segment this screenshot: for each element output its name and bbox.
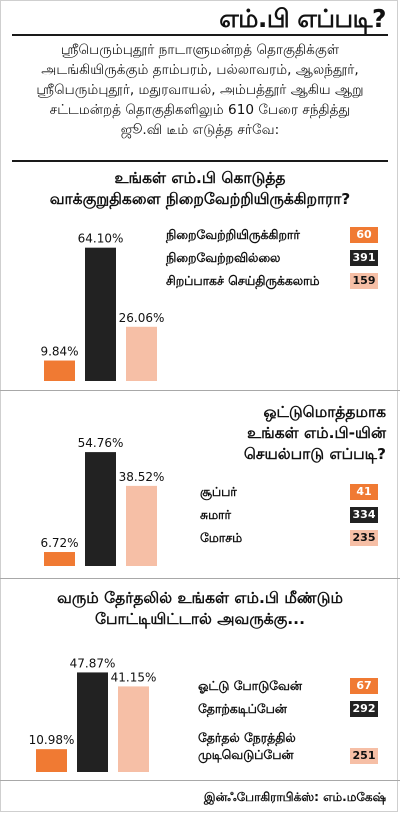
question-1-title: உங்கள் எம்.பி கொடுத்த வாக்குறுதிகளை நிறை… bbox=[10, 168, 390, 210]
intro-text: ஸ்ரீபெரும்புதூர் நாடாளுமன்றத் தொகுதிக்கு… bbox=[0, 40, 400, 140]
section-divider bbox=[0, 390, 400, 391]
section-divider bbox=[0, 578, 400, 579]
legend-row: தேர்தல் நேரத்தில் முடிவெடுப்பேன் 251 bbox=[198, 730, 378, 764]
credit-text: இன்ஃபோகிராபிக்ஸ்: எம்.மகேஷ் bbox=[203, 790, 386, 804]
intro-line: ஸ்ரீபெரும்புதூர் நாடாளுமன்றத் தொகுதிக்கு… bbox=[60, 42, 340, 58]
legend-label-line: சுமார் bbox=[200, 507, 232, 522]
question-3-line: வரும் தேர்தலில் உங்கள் எம்.பி மீண்டும் bbox=[57, 589, 343, 607]
legend-row: சிறப்பாகச் செய்திருக்கலாம் 159 bbox=[166, 273, 378, 293]
legend-label: ஓட்டு போடுவேன் bbox=[198, 678, 302, 695]
chart-2-value-label-2: 54.76% bbox=[78, 436, 124, 450]
chart-1-bar-3 bbox=[126, 326, 157, 381]
chart-3-bar-3 bbox=[118, 686, 149, 772]
legend-count-badge: 235 bbox=[350, 530, 378, 546]
chart-1-bar-2 bbox=[85, 247, 116, 381]
legend-label-line: சிறப்பாகச் செய்திருக்கலாம் bbox=[166, 273, 320, 288]
legend-row: மோசம் 235 bbox=[200, 530, 378, 550]
question-1-line: வாக்குறுதிகளை நிறைவேற்றியிருக்கிறாரா? bbox=[49, 190, 351, 208]
legend-label: மோசம் bbox=[200, 530, 242, 547]
chart-3-legend: ஓட்டு போடுவேன் 67 தோற்கடிப்பேன் 292 தேர்தல் … bbox=[198, 678, 378, 768]
legend-count-badge: 67 bbox=[350, 678, 378, 694]
legend-label-line: நிறைவேற்றியிருக்கிறார் bbox=[166, 227, 300, 242]
legend-count-badge: 391 bbox=[350, 250, 378, 266]
legend-label-line: தோற்கடிப்பேன் bbox=[198, 701, 287, 716]
chart-1-bar-1 bbox=[44, 360, 75, 381]
chart-1-value-label-2: 64.10% bbox=[78, 232, 124, 246]
question-2-line: உங்கள் எம்.பி-யின் bbox=[247, 424, 386, 442]
legend-row: நிறைவேற்றவில்லை 391 bbox=[166, 250, 378, 270]
intro-line: சட்டமன்றத் தொகுதிகளிலும் 610 பேரை சந்தித… bbox=[49, 102, 351, 118]
legend-row: ஓட்டு போடுவேன் 67 bbox=[198, 678, 378, 698]
intro-line: ஜூ.வி டீம் எடுத்த சர்வே: bbox=[120, 122, 280, 138]
legend-row: சூப்பர் 41 bbox=[200, 484, 378, 504]
intro-line: ஸ்ரீபெரும்புதூர், மதுரவாயல், அம்பத்தூர் … bbox=[36, 82, 364, 98]
legend-label-line: முடிவெடுப்பேன் bbox=[198, 747, 294, 762]
chart-1-value-label-1: 9.84% bbox=[40, 345, 78, 359]
question-3-line: போட்டியிட்டால் அவருக்கு... bbox=[95, 610, 305, 628]
legend-count-badge: 60 bbox=[350, 227, 378, 243]
legend-label: தேர்தல் நேரத்தில் முடிவெடுப்பேன் bbox=[198, 730, 296, 764]
chart-3-value-label-1: 10.98% bbox=[29, 733, 75, 747]
legend-row: சுமார் 334 bbox=[200, 507, 378, 527]
legend-count-badge: 334 bbox=[350, 507, 378, 523]
legend-label: சிறப்பாகச் செய்திருக்கலாம் bbox=[166, 273, 320, 290]
legend-label-line: நிறைவேற்றவில்லை bbox=[166, 250, 281, 265]
legend-count-badge: 292 bbox=[350, 701, 378, 717]
legend-label-line: சூப்பர் bbox=[200, 484, 237, 499]
legend-row: தோற்கடிப்பேன் 292 bbox=[198, 701, 378, 721]
chart-1-legend: நிறைவேற்றியிருக்கிறார் 60 நிறைவேற்றவில்லை 3… bbox=[166, 227, 378, 297]
chart-2-bar-2 bbox=[85, 452, 116, 566]
chart-2-value-label-3: 38.52% bbox=[119, 470, 165, 484]
chart-2-bar-1 bbox=[44, 552, 75, 566]
page-title: எம்.பி எப்படி? bbox=[219, 4, 386, 33]
question-2-line: ஒட்டுமொத்தமாக bbox=[263, 403, 386, 421]
chart-2-legend: சூப்பர் 41 சுமார் 334 மோசம் 235 bbox=[200, 484, 378, 554]
chart-3-value-label-3: 41.15% bbox=[111, 670, 157, 684]
section-rule bbox=[12, 160, 388, 162]
legend-label-line: மோசம் bbox=[200, 530, 243, 545]
legend-label: நிறைவேற்றவில்லை bbox=[166, 250, 280, 267]
legend-count-badge: 251 bbox=[350, 748, 378, 764]
intro-line: அடங்கியிருக்கும் தாம்பரம், பல்லாவரம், ஆல… bbox=[41, 62, 359, 78]
legend-row: நிறைவேற்றியிருக்கிறார் 60 bbox=[166, 227, 378, 247]
legend-count-badge: 41 bbox=[350, 484, 378, 500]
legend-count-badge: 159 bbox=[350, 273, 378, 289]
chart-3-bar-1 bbox=[36, 749, 67, 772]
chart-3-bar-2 bbox=[77, 672, 108, 772]
question-3-title: வரும் தேர்தலில் உங்கள் எம்.பி மீண்டும் ப… bbox=[10, 588, 390, 630]
question-2-title: ஒட்டுமொத்தமாக உங்கள் எம்.பி-யின் செயல்பா… bbox=[146, 402, 386, 465]
legend-label: தோற்கடிப்பேன் bbox=[198, 701, 287, 718]
question-1-line: உங்கள் எம்.பி கொடுத்த bbox=[114, 169, 286, 187]
chart-3-value-label-2: 47.87% bbox=[70, 656, 116, 670]
section-divider bbox=[0, 780, 400, 781]
legend-label: நிறைவேற்றியிருக்கிறார் bbox=[166, 227, 300, 244]
question-2-line: செயல்பாடு எப்படி? bbox=[243, 445, 386, 463]
legend-label: சுமார் bbox=[200, 507, 231, 524]
legend-label-line: ஓட்டு போடுவேன் bbox=[198, 678, 302, 693]
chart-2-bar-3 bbox=[126, 485, 157, 566]
title-rule bbox=[12, 34, 388, 36]
legend-label: சூப்பர் bbox=[200, 484, 237, 501]
chart-2-value-label-1: 6.72% bbox=[40, 536, 78, 550]
legend-label-line: தேர்தல் நேரத்தில் bbox=[198, 730, 296, 745]
chart-1-value-label-3: 26.06% bbox=[119, 311, 165, 325]
